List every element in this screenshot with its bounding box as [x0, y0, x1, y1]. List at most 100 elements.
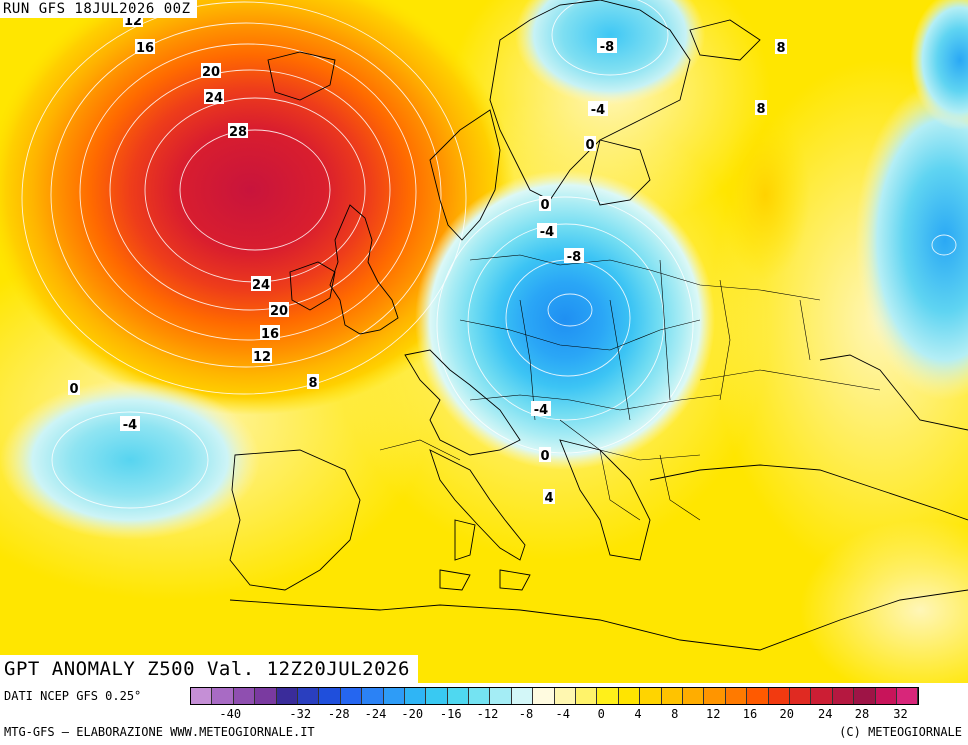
colorbar-cell — [191, 688, 213, 704]
colorbar-cell — [832, 688, 855, 704]
run-label: RUN GFS 18JUL2026 00Z — [0, 0, 197, 18]
colorbar-cell — [704, 688, 726, 704]
colorbar-cell — [469, 688, 491, 704]
colorbar-tick-label: -8 — [518, 707, 534, 721]
colorbar — [190, 687, 920, 705]
contour-label-bg — [537, 223, 557, 238]
colorbar-tick-label: 24 — [818, 707, 833, 721]
contour-label: -4 — [591, 103, 605, 118]
colorbar-cell — [319, 688, 341, 704]
contour-label: -4 — [540, 225, 554, 240]
colorbar-cell — [276, 688, 298, 704]
contour-label: 28 — [229, 125, 247, 140]
contour-label: 0 — [540, 449, 549, 464]
colorbar-tick-label: 0 — [597, 707, 605, 721]
colorbar-tick-label: 16 — [742, 707, 758, 721]
contour-label-bg — [135, 39, 155, 54]
colorbar-cell — [255, 688, 277, 704]
contour-label-bg — [307, 374, 319, 389]
high-anomaly-atlantic — [0, 0, 515, 415]
contour-label: -4 — [123, 418, 137, 433]
credit-right: (C) METEOGIORNALE — [839, 725, 962, 739]
colorbar-tick-label: 20 — [779, 707, 794, 721]
colorbar-tick-label: -4 — [555, 707, 570, 721]
colorbar-cell — [811, 688, 833, 704]
country-borders — [379, 254, 881, 521]
colorbar-tick-label: -32 — [289, 707, 312, 721]
data-source: DATI NCEP GFS 0.25° — [4, 689, 142, 703]
contour-label: -4 — [534, 403, 548, 418]
colorbar-tick-label: -40 — [219, 707, 242, 721]
contour-label-bg — [564, 248, 584, 263]
colorbar-cell — [383, 688, 405, 704]
colorbar-cell — [896, 688, 919, 704]
colorbar-cell — [404, 688, 427, 704]
contour-label: -8 — [567, 250, 581, 265]
contour-lines — [21, 0, 957, 509]
contour-label-bg — [251, 276, 271, 291]
contour-label: 16 — [136, 41, 154, 56]
contour-label-bg — [269, 302, 289, 317]
colorbar-tick-label: 8 — [671, 707, 679, 721]
contour-label: 12 — [253, 350, 271, 365]
colorbar-cell — [661, 688, 683, 704]
contour-label: 4 — [544, 491, 553, 506]
low-anomaly-central-europe — [415, 170, 715, 470]
colorbar-cell — [618, 688, 641, 704]
contour-label-bg — [597, 38, 617, 53]
low-anomaly-northeast — [910, 0, 968, 130]
colorbar-cell — [597, 688, 619, 704]
colorbar-tick-label: -12 — [476, 707, 499, 721]
contour-label: -8 — [600, 40, 614, 55]
colorbar-cell — [212, 688, 234, 704]
contour-label-bg — [260, 325, 280, 340]
contour-label-bg — [775, 39, 787, 54]
contour-label-bg — [252, 348, 272, 363]
colorbar-tick-label: 12 — [706, 707, 721, 721]
contour-label: 8 — [756, 102, 765, 117]
warm-patch-russia — [720, 110, 810, 280]
colorbar-cell — [747, 688, 769, 704]
contour-label: 24 — [205, 91, 223, 106]
contour-label: 24 — [252, 278, 270, 293]
footer: DATI NCEP GFS 0.25° -40 -32 -28 -24 -20 -16 -1… — [0, 683, 968, 745]
contour-label: 0 — [585, 138, 594, 153]
contour-label-bg — [543, 489, 555, 504]
credit-left: MTG-GFS — ELABORAZIONE WWW.METEOGIORNALE… — [4, 725, 315, 739]
pale-band-southeast — [800, 520, 968, 683]
colorbar-cell — [854, 688, 876, 704]
contour-label-bg — [539, 447, 551, 462]
contour-label-bg — [584, 136, 596, 151]
contour-label: 16 — [261, 327, 279, 342]
colorbar-cell — [875, 688, 897, 704]
colorbar-cell — [340, 688, 363, 704]
contour-label-bg — [539, 196, 551, 211]
low-anomaly-atlantic-sw — [0, 380, 260, 540]
colorbar-cell — [576, 688, 598, 704]
low-anomaly-east — [855, 80, 968, 400]
colorbar-cell — [725, 688, 748, 704]
colorbar-ticks: -40 -32 -28 -24 -20 -16 -12 -8 -4 0 4 8 12 16 20 24 28 32… — [190, 707, 962, 721]
contour-label-bg — [228, 123, 248, 138]
contour-label: 0 — [69, 382, 78, 397]
colorbar-cell — [297, 688, 320, 704]
coastlines — [229, 0, 968, 651]
colorbar-tick-label: 32 — [893, 707, 908, 721]
colorbar-tick-label: -28 — [327, 707, 350, 721]
contour-label-bg — [531, 401, 551, 416]
colorbar-cell — [490, 688, 512, 704]
colorbar-cell — [447, 688, 470, 704]
colorbar-tick-label: 28 — [854, 707, 870, 721]
colorbar-tick-label: -16 — [439, 707, 462, 721]
colorbar-tick-label: -24 — [364, 707, 387, 721]
contour-label: 0 — [540, 198, 549, 213]
colorbar-cell — [554, 688, 577, 704]
colorbar-tick-label: 4 — [634, 707, 642, 721]
contour-label-bg — [68, 380, 80, 395]
colorbar-cell — [426, 688, 448, 704]
colorbar-cell — [233, 688, 256, 704]
colorbar-cell — [533, 688, 555, 704]
contour-label: 20 — [270, 304, 288, 319]
